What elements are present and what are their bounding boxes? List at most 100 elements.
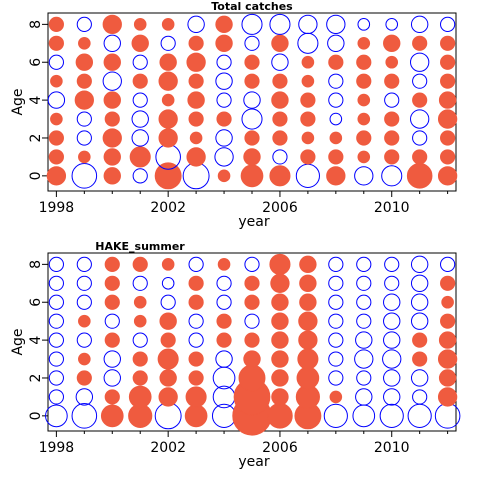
bubble-point <box>440 130 456 146</box>
bubble-point <box>160 35 176 51</box>
bubble-point <box>104 294 120 310</box>
bubble-point <box>355 388 373 406</box>
bubble-point <box>243 148 261 166</box>
bubble-point <box>187 15 205 34</box>
bubble-point <box>299 293 317 311</box>
bubble-point <box>271 91 289 109</box>
bubble-point <box>187 91 205 109</box>
bubble-point <box>48 35 64 51</box>
bubble-point <box>158 109 178 129</box>
bubble-point <box>328 92 344 108</box>
bubble-point <box>103 91 121 109</box>
bubble-point <box>243 350 261 368</box>
bubble-point <box>410 52 430 72</box>
bubble-point <box>295 163 320 188</box>
bubble-point <box>216 332 232 348</box>
bubble-point <box>188 332 204 348</box>
bubble-point <box>356 256 372 272</box>
bubble-point <box>323 403 348 428</box>
bubble-point <box>271 369 289 387</box>
bubble-point <box>244 130 260 146</box>
bubble-point <box>76 111 92 127</box>
bubble-point <box>78 352 91 366</box>
bubble-point <box>76 275 92 291</box>
bubble-point <box>271 331 289 349</box>
bubble-point <box>356 294 372 310</box>
bubble-point <box>357 112 371 126</box>
bubble-point <box>188 73 204 89</box>
bubble-point <box>301 131 315 145</box>
bubble-point <box>356 73 372 89</box>
bubble-point <box>244 256 260 272</box>
bubble-point <box>48 370 64 386</box>
bubble-point <box>104 111 120 127</box>
bubble-point <box>158 387 178 407</box>
bubble-point <box>379 403 404 428</box>
bubble-point <box>129 146 151 168</box>
bubble-point <box>48 256 64 272</box>
bubble-point <box>244 332 260 348</box>
bubble-point <box>103 167 121 185</box>
bubble-point <box>76 130 92 146</box>
x-tick-label: 2006 <box>262 440 298 456</box>
bubble-point <box>48 294 64 310</box>
bubble-point <box>271 312 289 330</box>
bubble-point <box>410 15 429 34</box>
bubble-point <box>159 53 177 71</box>
x-tick-label: 2010 <box>374 200 410 216</box>
bubble-point <box>384 256 400 272</box>
bubble-point <box>412 35 428 51</box>
bubble-point <box>328 294 344 310</box>
bubble-point <box>440 256 456 272</box>
bubble-point <box>410 312 429 330</box>
bubble-point <box>270 273 290 293</box>
bubble-point <box>438 91 457 109</box>
bubble-point <box>244 73 260 89</box>
x-tick-label: 2002 <box>150 440 186 456</box>
bubble-point <box>188 275 204 291</box>
bubble-point <box>410 274 429 292</box>
bubble-point <box>244 35 260 51</box>
bubble-point <box>48 313 64 329</box>
bubble-point <box>440 313 456 329</box>
bubble-point <box>216 313 232 329</box>
bubble-point <box>132 73 148 89</box>
bubble-point <box>48 332 64 348</box>
bubble-point <box>216 275 232 291</box>
bubble-point <box>328 332 344 348</box>
bubble-point <box>188 370 204 386</box>
bubble-point <box>328 149 344 165</box>
bubble-point <box>161 276 175 290</box>
bubble-point <box>217 169 231 183</box>
bubble-point <box>272 130 288 146</box>
bubble-point <box>103 148 121 166</box>
bubble-point <box>102 71 122 91</box>
bubble-point <box>76 73 92 89</box>
bubble-point <box>186 52 206 72</box>
bubble-point <box>71 163 98 189</box>
bubble-point <box>103 53 121 71</box>
bubble-point <box>438 331 457 349</box>
bubble-point <box>48 275 64 291</box>
bubble-point <box>407 403 432 428</box>
bubble-point <box>132 168 148 184</box>
x-tick-label: 2010 <box>374 440 410 456</box>
bubble-point <box>188 351 204 367</box>
bubble-point <box>437 166 458 186</box>
bubble-point <box>184 404 208 428</box>
bubble-point <box>102 128 122 148</box>
bubble-point <box>297 348 319 370</box>
bubble-point <box>328 275 344 291</box>
bubble-point <box>381 165 403 187</box>
bubble-point <box>412 149 428 165</box>
bubble-point <box>157 348 179 370</box>
bubble-point <box>441 295 454 309</box>
bubble-point <box>161 93 175 107</box>
bubble-point <box>383 293 401 311</box>
bubble-point <box>215 129 233 147</box>
bubble-point <box>132 256 148 272</box>
bubble-point <box>271 388 289 406</box>
bubble-point <box>216 92 232 108</box>
x-tick-label: 1998 <box>39 200 75 216</box>
bubble-point <box>406 163 433 189</box>
